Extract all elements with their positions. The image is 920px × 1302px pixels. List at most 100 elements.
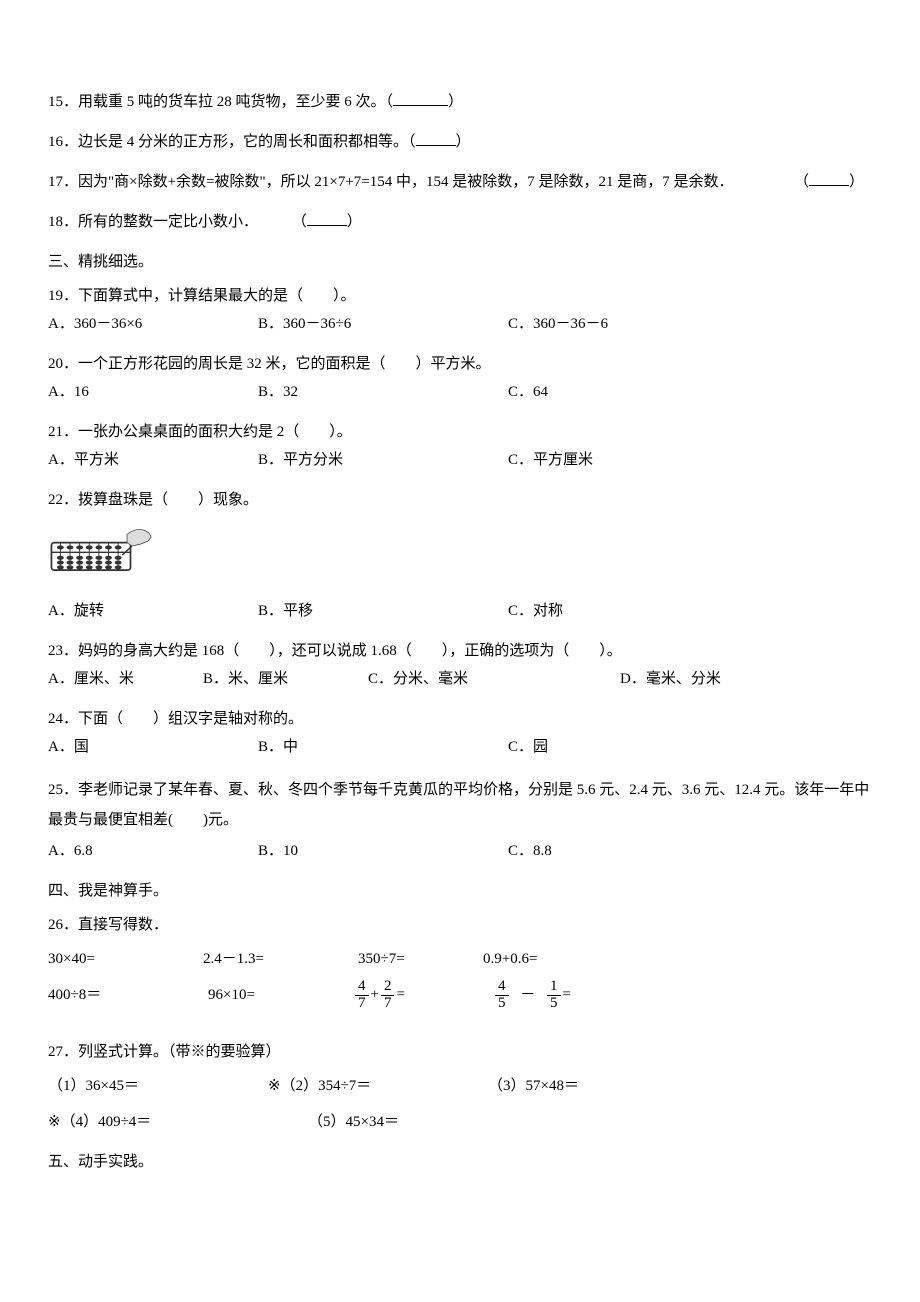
blank <box>393 91 448 106</box>
paren-left: （ <box>794 174 809 190</box>
q25-options: A．6.8 B．10 C．8.8 <box>48 839 872 863</box>
option-c: C．平方厘米 <box>508 448 872 472</box>
calc-item-frac1: 47+27= <box>353 979 453 1012</box>
q24-options: A．国 B．中 C．园 <box>48 735 872 759</box>
section-5-heading: 五、动手实践。 <box>48 1150 872 1174</box>
q21-options: A．平方米 B．平方分米 C．平方厘米 <box>48 448 872 472</box>
option-a: A．平方米 <box>48 448 258 472</box>
q16-text: 16．边长是 4 分米的正方形，它的周长和面积都相等。（ <box>48 134 416 150</box>
paren-left: （ <box>292 214 307 230</box>
calc-item: 2.4－1.3= <box>203 947 323 971</box>
q15-end: ） <box>448 94 463 110</box>
q25-stem: 25．李老师记录了某年春、夏、秋、冬四个季节每千克黄瓜的平均价格，分别是 5.6… <box>48 775 872 835</box>
option-a: A．旋转 <box>48 599 258 623</box>
option-b: B．32 <box>258 380 508 404</box>
q26-stem: 26．直接写得数． <box>48 913 872 937</box>
fraction: 45 <box>495 979 509 1012</box>
question-15: 15．用载重 5 吨的货车拉 28 吨货物，至少要 6 次。（ ） <box>48 90 872 114</box>
blank <box>809 171 849 186</box>
question-19: 19．下面算式中，计算结果最大的是（ ）。 A．360－36×6 B．360－3… <box>48 284 872 336</box>
question-26: 26．直接写得数． 30×40= 2.4－1.3= 350÷7= 0.9+0.6… <box>48 913 872 1012</box>
abacus-image <box>48 512 872 595</box>
section-4-heading: 四、我是神算手。 <box>48 879 872 903</box>
q22-stem: 22．拨算盘珠是（ ）现象。 <box>48 488 872 512</box>
q24-stem: 24．下面（ ）组汉字是轴对称的。 <box>48 707 872 731</box>
option-c: C．分米、毫米 <box>368 667 620 691</box>
calc-item: ※（4）409÷4＝ <box>48 1110 268 1134</box>
option-c: C．64 <box>508 380 872 404</box>
paren-right: ） <box>347 214 362 230</box>
option-c: C．对称 <box>508 599 872 623</box>
numerator: 2 <box>381 979 395 996</box>
q20-options: A．16 B．32 C．64 <box>48 380 872 404</box>
calc-item: ※（2）354÷7＝ <box>268 1074 488 1098</box>
calc-item: 30×40= <box>48 947 168 971</box>
q19-stem: 19．下面算式中，计算结果最大的是（ ）。 <box>48 284 872 308</box>
abacus-icon <box>48 522 158 577</box>
question-16: 16．边长是 4 分米的正方形，它的周长和面积都相等。（ ） <box>48 130 872 154</box>
question-18: 18．所有的整数一定比小数小． （） <box>48 210 872 234</box>
option-b: B．米、厘米 <box>203 667 368 691</box>
q19-options: A．360－36×6 B．360－36÷6 C．360－36－6 <box>48 312 872 336</box>
q17-paren: （） <box>794 170 872 194</box>
option-a: A．360－36×6 <box>48 312 258 336</box>
vertical-row-1: （1）36×45＝ ※（2）354÷7＝ （3）57×48＝ <box>48 1074 872 1098</box>
option-a: A．6.8 <box>48 839 258 863</box>
q18-text: 18．所有的整数一定比小数小． <box>48 214 258 230</box>
equals-sign: = <box>396 987 404 1003</box>
q23-options: A．厘米、米 B．米、厘米 C．分米、毫米 D．毫米、分米 <box>48 667 872 691</box>
option-d: D．毫米、分米 <box>620 667 872 691</box>
question-17: 17．因为"商×除数+余数=被除数"，所以 21×7+7=154 中，154 是… <box>48 170 872 194</box>
plus-sign: + <box>371 987 379 1003</box>
calc-item: 400÷8＝ <box>48 983 168 1007</box>
q21-stem: 21．一张办公桌桌面的面积大约是 2（ ）。 <box>48 420 872 444</box>
blank <box>307 211 347 226</box>
q27-stem: 27．列竖式计算。（带※的要验算） <box>48 1040 872 1064</box>
denominator: 7 <box>355 996 369 1012</box>
vertical-row-2: ※（4）409÷4＝ （5）45×34＝ <box>48 1110 872 1134</box>
option-a: A．16 <box>48 380 258 404</box>
question-23: 23．妈妈的身高大约是 168（ ），还可以说成 1.68（ ），正确的选项为（… <box>48 639 872 691</box>
option-c: C．8.8 <box>508 839 872 863</box>
option-a: A．国 <box>48 735 258 759</box>
calc-item: （1）36×45＝ <box>48 1074 268 1098</box>
calc-item: 350÷7= <box>358 947 448 971</box>
option-a: A．厘米、米 <box>48 667 203 691</box>
option-b: B．平方分米 <box>258 448 508 472</box>
question-20: 20．一个正方形花园的周长是 32 米，它的面积是（ ）平方米。 A．16 B．… <box>48 352 872 404</box>
q22-options: A．旋转 B．平移 C．对称 <box>48 599 872 623</box>
option-b: B．平移 <box>258 599 508 623</box>
numerator: 1 <box>547 979 561 996</box>
calc-item: 96×10= <box>208 983 313 1007</box>
calc-item: （3）57×48＝ <box>488 1074 872 1098</box>
q16-end: ） <box>456 134 471 150</box>
q23-stem: 23．妈妈的身高大约是 168（ ），还可以说成 1.68（ ），正确的选项为（… <box>48 639 872 663</box>
q18-paren: （） <box>292 214 362 230</box>
calc-row-1: 30×40= 2.4－1.3= 350÷7= 0.9+0.6= <box>48 947 872 971</box>
calc-item: 0.9+0.6= <box>483 947 537 971</box>
fraction: 15 <box>547 979 561 1012</box>
question-27: 27．列竖式计算。（带※的要验算） （1）36×45＝ ※（2）354÷7＝ （… <box>48 1040 872 1134</box>
question-25: 25．李老师记录了某年春、夏、秋、冬四个季节每千克黄瓜的平均价格，分别是 5.6… <box>48 775 872 863</box>
q17-text: 17．因为"商×除数+余数=被除数"，所以 21×7+7=154 中，154 是… <box>48 170 794 194</box>
q15-text: 15．用载重 5 吨的货车拉 28 吨货物，至少要 6 次。（ <box>48 94 393 110</box>
calc-row-2: 400÷8＝ 96×10= 47+27= 45 － 15= <box>48 979 872 1012</box>
question-21: 21．一张办公桌桌面的面积大约是 2（ ）。 A．平方米 B．平方分米 C．平方… <box>48 420 872 472</box>
question-24: 24．下面（ ）组汉字是轴对称的。 A．国 B．中 C．园 <box>48 707 872 759</box>
numerator: 4 <box>355 979 369 996</box>
denominator: 7 <box>381 996 395 1012</box>
option-c: C．园 <box>508 735 872 759</box>
option-b: B．10 <box>258 839 508 863</box>
option-b: B．360－36÷6 <box>258 312 508 336</box>
denominator: 5 <box>495 996 509 1012</box>
section-3-heading: 三、精挑细选。 <box>48 250 872 274</box>
fraction: 47 <box>355 979 369 1012</box>
fraction: 27 <box>381 979 395 1012</box>
calc-item: （5）45×34＝ <box>268 1110 488 1134</box>
numerator: 4 <box>495 979 509 996</box>
question-22: 22．拨算盘珠是（ ）现象。 <box>48 488 872 623</box>
equals-sign: = <box>563 987 571 1003</box>
minus-sign: － <box>520 987 535 1003</box>
q20-stem: 20．一个正方形花园的周长是 32 米，它的面积是（ ）平方米。 <box>48 352 872 376</box>
blank <box>416 131 456 146</box>
